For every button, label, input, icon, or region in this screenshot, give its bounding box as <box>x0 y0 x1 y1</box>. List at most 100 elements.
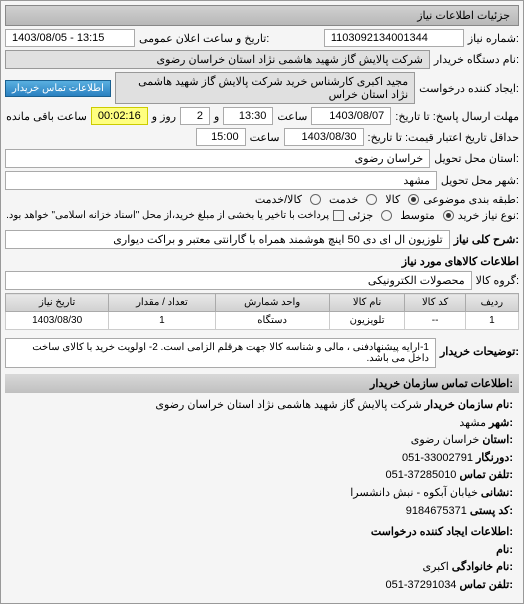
radio-both[interactable] <box>310 194 321 205</box>
validity-time: 15:00 <box>196 128 246 146</box>
radio-small-label: جزئی <box>348 209 373 222</box>
subject-type-label: :طبقه بندی موضوعی <box>423 193 519 206</box>
goods-section-title: اطلاعات کالاهای مورد نیاز <box>5 255 519 268</box>
row-deadline: مهلت ارسال پاسخ: تا تاریخ: 1403/08/07 سا… <box>5 107 519 125</box>
contact-body: :نام سازمان خریدار شرکت پالایش گاز شهید … <box>5 393 519 599</box>
row-need-number: :شماره نیاز 1103092134001344 :تاریخ و سا… <box>5 29 519 47</box>
row-validity: حداقل تاریخ اعتبار قیمت: تا تاریخ: 1403/… <box>5 128 519 146</box>
td-2: تلویزیون <box>329 312 405 330</box>
row-city: :شهر محل تحویل مشهد <box>5 171 519 190</box>
th-1: کد کالا <box>405 294 465 312</box>
radio-medium[interactable] <box>443 210 454 221</box>
address-value: خیابان آبکوه - نبش دانشسرا <box>350 485 478 503</box>
name-label: :نام <box>496 542 513 560</box>
goods-table: ردیف کد کالا نام کالا واحد شمارش تعداد /… <box>5 293 519 330</box>
contact-phone: :تلفن تماس 051-37285010 <box>11 467 513 485</box>
contact-province: :استان خراسان رضوی <box>11 432 513 450</box>
th-4: تعداد / مقدار <box>109 294 215 312</box>
radio-both-label: کالا/خدمت <box>255 193 302 206</box>
time-label-2: ساعت <box>250 131 280 144</box>
remaining-label: ساعت باقی مانده <box>6 110 87 123</box>
buyer-value: شرکت پالایش گاز شهید هاشمی نژاد استان خر… <box>5 50 430 69</box>
city-value: مشهد <box>5 171 437 190</box>
contact-section-title: :اطلاعات تماس سازمان خریدار <box>5 374 519 393</box>
panel-header: جزئیات اطلاعات نیاز <box>5 5 519 26</box>
contact-province-label: :استان <box>482 432 513 450</box>
postal-value: 9184675371 <box>406 503 467 521</box>
need-number-label: :شماره نیاز <box>468 32 519 45</box>
th-5: تاریخ نیاز <box>6 294 109 312</box>
contact-city-label: :شهر <box>489 415 513 433</box>
radio-service-label: خدمت <box>329 193 358 206</box>
creator-family: :نام خانوادگی اکبری <box>11 559 513 577</box>
province-value: خراسان رضوی <box>5 149 430 168</box>
address-label: :نشانی <box>481 485 513 503</box>
th-0: ردیف <box>465 294 518 312</box>
family-label: :نام خانوادگی <box>452 559 513 577</box>
creator-phone-label: :تلفن تماس <box>459 577 513 595</box>
td-1: -- <box>405 312 465 330</box>
row-summary: :شرح کلی نیاز تلوزیون ال ای دی 50 اینچ ه… <box>5 230 519 249</box>
time-label-1: ساعت <box>277 110 307 123</box>
group-label: :گروه کالا <box>476 274 519 287</box>
deadline-label: مهلت ارسال پاسخ: تا تاریخ: <box>395 110 519 123</box>
deadline-time: 13:30 <box>223 107 273 125</box>
contact-city: :شهر مشهد <box>11 415 513 433</box>
fax-value: 051-33002791 <box>402 450 473 468</box>
row-province: :استان محل تحویل خراسان رضوی <box>5 149 519 168</box>
row-requester: :ایجاد کننده درخواست مجید اکبری کارشناس … <box>5 72 519 104</box>
radio-goods-label: کالا <box>385 193 400 206</box>
row-group: :گروه کالا محصولات الکترونیکی <box>5 271 519 290</box>
requester-value: مجید اکبری کارشناس خرید شرکت پالایش گاز … <box>115 72 415 104</box>
row-buy-type: :نوع نیاز خرید متوسط جزئی پرداخت با تاخی… <box>5 209 519 222</box>
contact-postal: :کد پستی 9184675371 <box>11 503 513 521</box>
creator-name: :نام <box>11 542 513 560</box>
city-label: :شهر محل تحویل <box>441 174 519 187</box>
contact-province-value: خراسان رضوی <box>411 432 480 450</box>
creator-phone-value: 051-37291034 <box>385 577 456 595</box>
province-label: :استان محل تحویل <box>434 152 519 165</box>
buyer-label: :نام دستگاه خریدار <box>434 53 519 66</box>
group-value: محصولات الکترونیکی <box>5 271 472 290</box>
payment-checkbox[interactable] <box>333 210 344 221</box>
contact-address: :نشانی خیابان آبکوه - نبش دانشسرا <box>11 485 513 503</box>
radio-small[interactable] <box>381 210 392 221</box>
phone-label: :تلفن تماس <box>459 467 513 485</box>
th-2: نام کالا <box>329 294 405 312</box>
td-3: دستگاه <box>215 312 329 330</box>
validity-label: حداقل تاریخ اعتبار قیمت: تا تاریخ: <box>368 131 519 144</box>
days-value: 2 <box>180 107 210 125</box>
announce-value: 1403/08/05 - 13:15 <box>5 29 135 47</box>
and-label: و <box>214 110 219 123</box>
radio-medium-label: متوسط <box>400 209 435 222</box>
explain-label: :توضیحات خریدار <box>440 345 519 358</box>
payment-note: پرداخت با تاخیر یا بخشی از مبلغ خرید،از … <box>6 210 329 221</box>
td-4: 1 <box>109 312 215 330</box>
summary-value: تلوزیون ال ای دی 50 اینچ هوشمند همراه با… <box>5 230 450 249</box>
phone-value: 051-37285010 <box>385 467 456 485</box>
table-row: 1 -- تلویزیون دستگاه 1 1403/08/30 <box>6 312 519 330</box>
buy-type-label: :نوع نیاز خرید <box>458 209 519 222</box>
countdown-timer: 00:02:16 <box>91 107 148 125</box>
row-explain: :توضیحات خریدار 1-ارایه پیشنهادفنی ، مال… <box>5 334 519 368</box>
family-value: اکبری <box>423 559 449 577</box>
deadline-date: 1403/08/07 <box>311 107 391 125</box>
announce-label: :تاریخ و ساعت اعلان عمومی <box>139 32 269 45</box>
creator-section-title: :اطلاعات ایجاد کننده درخواست <box>11 524 513 542</box>
subject-radio-group: کالا خدمت کالا/خدمت <box>255 193 419 206</box>
table-header-row: ردیف کد کالا نام کالا واحد شمارش تعداد /… <box>6 294 519 312</box>
radio-goods[interactable] <box>408 194 419 205</box>
row-buyer: :نام دستگاه خریدار شرکت پالایش گاز شهید … <box>5 50 519 69</box>
details-panel: جزئیات اطلاعات نیاز :شماره نیاز 11030921… <box>0 0 524 604</box>
th-3: واحد شمارش <box>215 294 329 312</box>
row-subject-type: :طبقه بندی موضوعی کالا خدمت کالا/خدمت <box>5 193 519 206</box>
requester-label: :ایجاد کننده درخواست <box>419 82 519 95</box>
td-0: 1 <box>465 312 518 330</box>
buyer-contact-button[interactable]: اطلاعات تماس خریدار <box>5 80 111 97</box>
radio-service[interactable] <box>366 194 377 205</box>
contact-city-value: مشهد <box>459 415 486 433</box>
fax-label: :دورنگار <box>476 450 513 468</box>
postal-label: :کد پستی <box>470 503 513 521</box>
contact-fax: :دورنگار 051-33002791 <box>11 450 513 468</box>
creator-phone: :تلفن تماس 051-37291034 <box>11 577 513 595</box>
